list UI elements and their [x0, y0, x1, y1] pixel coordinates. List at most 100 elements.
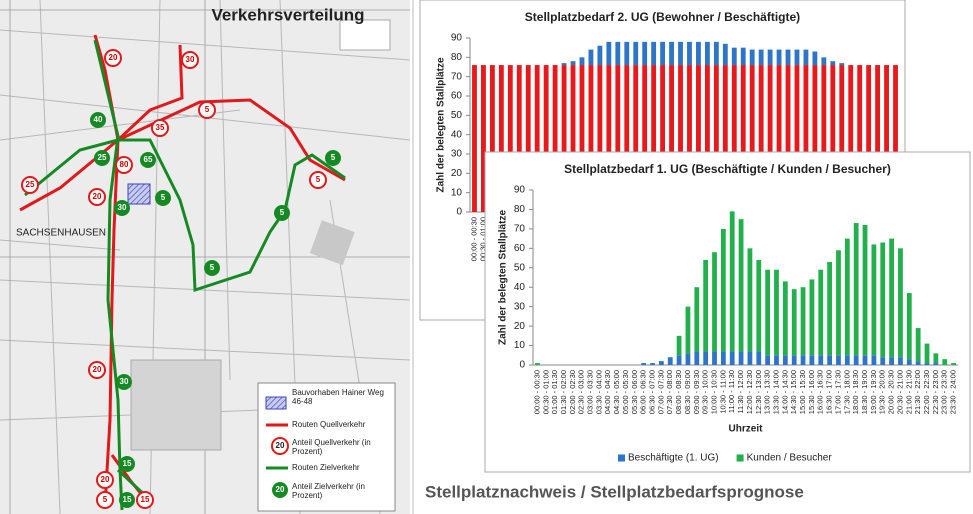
x-tick-label: 13:30 - 14:00: [771, 370, 780, 414]
quell-marker-label: 15: [141, 495, 150, 504]
x-tick-label: 22:00 - 22:30: [922, 370, 931, 414]
quell-marker-label: 5: [205, 105, 210, 114]
bar: [525, 65, 531, 212]
bar: [660, 65, 666, 212]
bar: [866, 65, 872, 212]
x-tick-label: 14:00 - 14:30: [780, 370, 789, 414]
bar: [651, 41, 657, 66]
quell-marker: [151, 119, 169, 137]
bar: [703, 260, 709, 352]
bar: [933, 363, 939, 365]
bar: [624, 41, 630, 66]
bar: [767, 65, 773, 212]
bar: [489, 65, 495, 212]
bar: [836, 250, 841, 356]
bar: [749, 65, 755, 212]
legend-project-text: Bauvorhaben Hainer Weg 46-48: [292, 388, 384, 406]
y-tick-label: 0: [456, 207, 462, 218]
ziel-marker-label: 5: [280, 208, 285, 217]
quell-marker-label: 20: [93, 365, 102, 374]
bar: [821, 65, 827, 212]
bar: [765, 355, 771, 365]
x-tick-label: 00:30 - 01:00: [541, 370, 550, 414]
bar: [615, 65, 621, 212]
y-tick-label: 20: [451, 168, 463, 179]
bar: [875, 65, 881, 212]
bar: [782, 281, 788, 356]
ziel-marker: [325, 150, 341, 166]
x-tick-label: 11:30 - 12:00: [736, 370, 745, 414]
x-tick-label: 07:00 - 07:30: [656, 370, 665, 414]
bar: [924, 363, 930, 365]
bar: [694, 351, 700, 365]
x-tick-label: 06:30 - 07:00: [648, 370, 657, 414]
bar: [942, 359, 948, 365]
building: [339, 19, 391, 51]
district-label: SACHSENHAUSEN: [16, 228, 106, 239]
x-tick-label: 04:30 - 05:00: [612, 370, 621, 414]
bar: [884, 65, 889, 212]
quell-marker: [88, 361, 106, 379]
quell-marker: [21, 176, 39, 194]
x-tick-label: 12:00 - 12:30: [745, 370, 754, 414]
bar: [812, 51, 818, 66]
y-tick-label: 70: [514, 224, 526, 235]
ziel-marker: [155, 190, 171, 206]
chart-frame: [484, 151, 971, 473]
y-tick-label: 40: [451, 129, 463, 140]
bar: [678, 65, 683, 212]
quell-marker-label: 30: [186, 55, 195, 64]
bar: [756, 351, 762, 365]
x-tick-label: 15:30 - 16:00: [807, 370, 816, 414]
quell-marker-label: 20: [109, 53, 118, 62]
bar: [785, 49, 791, 66]
bar: [731, 65, 737, 212]
ziel-marker: [119, 492, 135, 508]
bar: [720, 351, 726, 365]
bar: [685, 306, 691, 354]
x-tick-label: 22:30 - 23:00: [931, 370, 940, 414]
bar: [696, 65, 701, 212]
bar: [880, 357, 886, 365]
x-tick-label: 05:30 - 06:00: [630, 370, 639, 414]
x-tick-label: 01:00 - 01:30: [550, 370, 559, 414]
cemetery: [130, 359, 222, 451]
bar: [839, 65, 845, 212]
legend-ziel-route: Routen Zielverkehr: [292, 463, 360, 472]
x-tick-label: 23:30 - 24:00: [949, 370, 958, 414]
bar: [669, 65, 674, 212]
y-tick-label: 60: [514, 243, 526, 254]
y-tick-label: 80: [451, 52, 463, 63]
x-tick-label: 01:30 - 02:00: [559, 370, 568, 414]
bar: [740, 47, 746, 66]
bar: [633, 65, 639, 212]
x-tick-label: 10:30 - 11:00: [718, 370, 727, 414]
x-tick-label: 15:00 - 15:30: [798, 370, 807, 414]
quell-marker: [181, 51, 199, 69]
bar: [758, 65, 764, 212]
quell-marker-label: 35: [156, 123, 165, 132]
bar: [615, 41, 621, 66]
x-tick-label: 08:30 - 09:00: [683, 370, 692, 414]
ziel-marker: [94, 150, 110, 166]
bar: [803, 49, 809, 66]
map-title: Verkehrsverteilung: [211, 5, 364, 24]
map-legend: Bauvorhaben Hainer Weg 46-48 Routen Quel…: [257, 382, 396, 512]
streets: [0, 0, 411, 514]
y-tick-label: 70: [451, 71, 463, 82]
bar: [830, 65, 836, 212]
bar: [651, 65, 657, 212]
bar: [951, 363, 956, 365]
y-tick-label: 0: [519, 360, 525, 371]
bar: [827, 261, 833, 356]
legend-ziel-sample: 20: [276, 485, 285, 494]
legend-swatch: [736, 454, 744, 462]
bar: [776, 49, 782, 66]
legend-quell-sample: 20: [276, 441, 285, 450]
x-tick-label: 09:00 - 09:30: [692, 370, 701, 414]
bar: [933, 353, 939, 364]
bar: [848, 65, 854, 212]
bar: [498, 65, 504, 212]
bar: [678, 41, 683, 66]
